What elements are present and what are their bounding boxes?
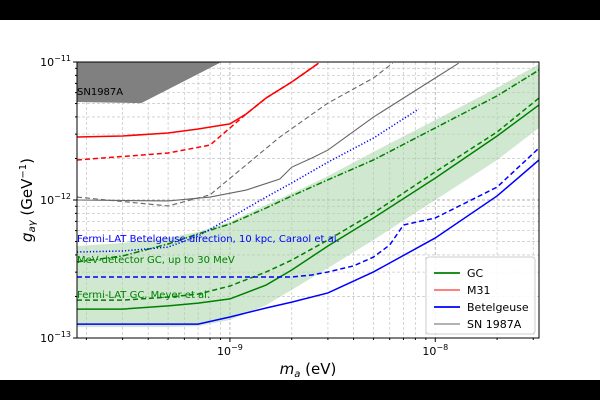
x-axis-label: ma (eV) xyxy=(280,360,337,380)
plot-area xyxy=(77,62,539,328)
y-tick-label: 10−12 xyxy=(40,192,71,207)
annotation-fermi-gc: Fermi-LAT GC, Meyer et al. xyxy=(77,290,210,301)
y-tick-label: 10−11 xyxy=(40,54,71,69)
series-gc-dashdot xyxy=(77,69,539,263)
legend: GC M31 Betelgeuse SN 1987A xyxy=(425,256,536,335)
series-betelgeuse-solid xyxy=(77,159,539,325)
legend-label: Betelgeuse xyxy=(467,301,529,314)
x-tick-label: 10−8 xyxy=(422,343,448,358)
legend-label: SN 1987A xyxy=(467,318,522,331)
gc-band xyxy=(77,63,539,328)
x-tick-label: 10−9 xyxy=(217,343,243,358)
y-axis-label: gaγ (GeV−1) xyxy=(18,158,38,242)
legend-label: GC xyxy=(467,267,484,280)
ticks: 10−9 10−8 10−11 10−12 10−13 xyxy=(40,54,534,358)
series-betelgeuse-dotted xyxy=(77,108,420,253)
series-gc-dashed xyxy=(77,97,539,301)
sn1987a-excluded-region xyxy=(77,62,222,104)
legend-box xyxy=(425,256,536,335)
annotation-mev-detector: MeV-detector GC, up to 30 MeV xyxy=(77,255,235,266)
annotation-fermi-betelgeuse: Fermi-LAT Betelgeuse direction, 10 kpc, … xyxy=(77,234,340,245)
series-m31-dashed xyxy=(77,62,319,161)
annotations: SN1987A Fermi-LAT Betelgeuse direction, … xyxy=(77,87,340,301)
annotation-sn1987a: SN1987A xyxy=(77,87,123,98)
series-sn-1987a-dashed xyxy=(77,62,393,207)
series-betelgeuse-dashed xyxy=(77,147,539,278)
chart-canvas: 10−9 10−8 10−11 10−12 10−13 ma (eV) gaγ (GeV… xyxy=(0,20,600,380)
legend-label: M31 xyxy=(467,284,491,297)
y-tick-label: 10−13 xyxy=(40,330,71,345)
axion-limits-chart: 10−9 10−8 10−11 10−12 10−13 ma (eV) gaγ (GeV… xyxy=(18,54,540,380)
